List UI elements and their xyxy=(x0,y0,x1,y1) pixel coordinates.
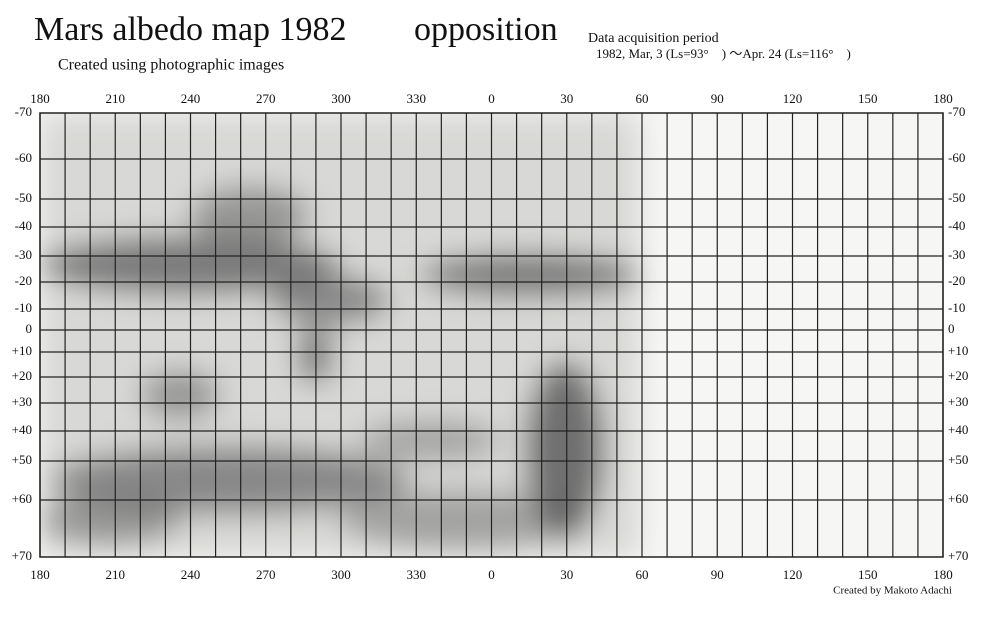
longitude-label: 150 xyxy=(858,567,878,582)
latitude-label: +60 xyxy=(12,491,32,506)
longitude-label: 60 xyxy=(636,567,649,582)
longitude-label: 300 xyxy=(331,91,351,106)
latitude-label: -20 xyxy=(15,273,32,288)
latitude-label: -60 xyxy=(15,150,32,165)
latitude-label: -30 xyxy=(948,247,965,262)
latitude-label: -50 xyxy=(15,190,32,205)
albedo-shading xyxy=(40,113,640,557)
latitude-label: -30 xyxy=(15,247,32,262)
longitude-label: 120 xyxy=(783,567,803,582)
latitude-label: +30 xyxy=(12,394,32,409)
latitude-label: -70 xyxy=(948,104,965,119)
longitude-label: 300 xyxy=(331,567,351,582)
latitude-label: -20 xyxy=(948,273,965,288)
longitude-label: 30 xyxy=(560,567,573,582)
title-suffix: opposition xyxy=(414,11,558,48)
latitude-label: -10 xyxy=(15,300,32,315)
latitude-label: -10 xyxy=(948,300,965,315)
latitude-label: +50 xyxy=(948,452,968,467)
acquisition-heading: Data acquisition period xyxy=(588,31,719,46)
longitude-label: 30 xyxy=(560,91,573,106)
latitude-label: +10 xyxy=(12,343,32,358)
longitude-label: 180 xyxy=(933,567,953,582)
longitude-label: 330 xyxy=(407,91,427,106)
longitude-label: 240 xyxy=(181,567,201,582)
latitude-label: +30 xyxy=(948,394,968,409)
title: Mars albedo map 1982 xyxy=(34,11,347,48)
latitude-label: +20 xyxy=(948,368,968,383)
longitude-label: 270 xyxy=(256,567,276,582)
latitude-label: -40 xyxy=(15,218,32,233)
longitude-label: 0 xyxy=(488,567,495,582)
longitude-label: 0 xyxy=(488,91,495,106)
latitude-label: -60 xyxy=(948,150,965,165)
longitude-label: 210 xyxy=(106,91,126,106)
longitude-label: 180 xyxy=(933,91,953,106)
latitude-label: +70 xyxy=(12,548,32,563)
latitude-label: 0 xyxy=(948,321,955,336)
longitude-label: 240 xyxy=(181,91,201,106)
longitude-label: 210 xyxy=(106,567,126,582)
latitude-label: -50 xyxy=(948,190,965,205)
longitude-label: 180 xyxy=(30,91,50,106)
credit: Created by Makoto Adachi xyxy=(833,585,952,597)
longitude-label: 120 xyxy=(783,91,803,106)
latitude-label: -40 xyxy=(948,218,965,233)
map-border xyxy=(39,112,944,558)
latitude-label: 0 xyxy=(26,321,33,336)
latitude-label: +10 xyxy=(948,343,968,358)
longitude-label: 90 xyxy=(711,567,724,582)
longitude-label: 60 xyxy=(636,91,649,106)
latitude-label: +60 xyxy=(948,491,968,506)
latitude-label: +40 xyxy=(12,422,32,437)
latitude-label: +50 xyxy=(12,452,32,467)
latitude-label: -70 xyxy=(15,104,32,119)
subtitle: Created using photographic images xyxy=(58,57,284,74)
longitude-label: 150 xyxy=(858,91,878,106)
longitude-label: 330 xyxy=(407,567,427,582)
longitude-label: 270 xyxy=(256,91,276,106)
acquisition-period: 1982, Mar, 3 (Ls=93° ) ～Apr. 24 (Ls=116°… xyxy=(596,46,851,61)
longitude-label: 180 xyxy=(30,567,50,582)
longitude-label: 90 xyxy=(711,91,724,106)
latitude-label: +20 xyxy=(12,368,32,383)
latitude-label: +40 xyxy=(948,422,968,437)
latitude-label: +70 xyxy=(948,548,968,563)
